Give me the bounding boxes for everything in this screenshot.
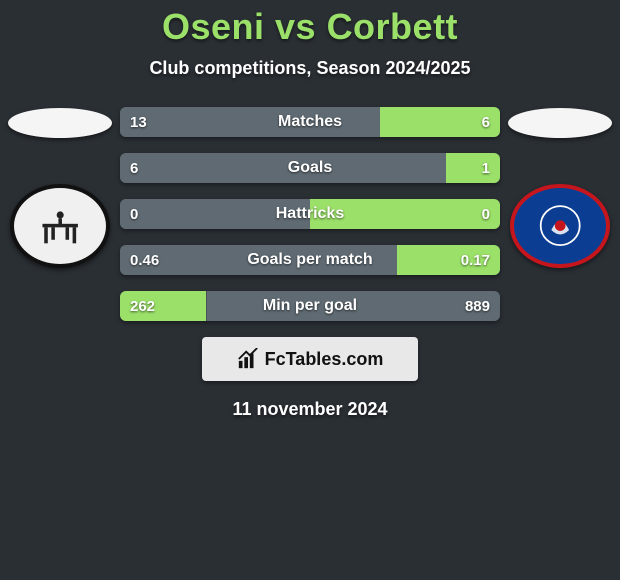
- stat-label: Goals per match: [120, 245, 500, 275]
- stat-row: Goals per match0.46 0.17: [120, 245, 500, 275]
- stat-row: Goals6 1: [120, 153, 500, 183]
- stat-label: Matches: [120, 107, 500, 137]
- player2-avatar: [508, 108, 612, 138]
- brand-badge[interactable]: FcTables.com: [202, 337, 418, 381]
- stat-row: Hattricks0 0: [120, 199, 500, 229]
- page-title: Oseni vs Corbett: [0, 6, 620, 48]
- subtitle: Club competitions, Season 2024/2025: [0, 58, 620, 79]
- stats-bars: Matches136Goals61Hattricks00Goals per ma…: [120, 107, 500, 321]
- left-badge-zone: [8, 108, 112, 268]
- brand-text: FcTables.com: [265, 349, 384, 370]
- stat-label: Goals: [120, 153, 500, 183]
- stat-value-right: 0: [482, 199, 490, 229]
- player1-name: Oseni: [162, 6, 265, 47]
- club-badge-right: [510, 184, 610, 268]
- stat-row: Min per goal262 889: [120, 291, 500, 321]
- chart-icon: [237, 348, 259, 370]
- player1-avatar: [8, 108, 112, 138]
- stat-value-right: 889: [465, 291, 490, 321]
- stat-value-left: 0: [130, 199, 138, 229]
- right-badge-zone: [508, 108, 612, 268]
- stat-value-left: 262: [130, 291, 155, 321]
- comparison-container: Oseni vs Corbett Club competitions, Seas…: [0, 0, 620, 420]
- stat-label: Min per goal: [120, 291, 500, 321]
- vs-text: vs: [275, 6, 316, 47]
- stat-value-right: 1: [482, 153, 490, 183]
- club-badge-left: [10, 184, 110, 268]
- stat-value-right: 0.17: [461, 245, 490, 275]
- stat-value-left: 13: [130, 107, 147, 137]
- stat-value-left: 6: [130, 153, 138, 183]
- player2-name: Corbett: [327, 6, 459, 47]
- stat-value-left: 0.46: [130, 245, 159, 275]
- stat-row: Matches13 6: [120, 107, 500, 137]
- aldershot-icon: [528, 199, 592, 252]
- date-label: 11 november 2024: [0, 399, 620, 420]
- stat-value-right: 6: [482, 107, 490, 137]
- gateshead-icon: [28, 199, 92, 252]
- stat-label: Hattricks: [120, 199, 500, 229]
